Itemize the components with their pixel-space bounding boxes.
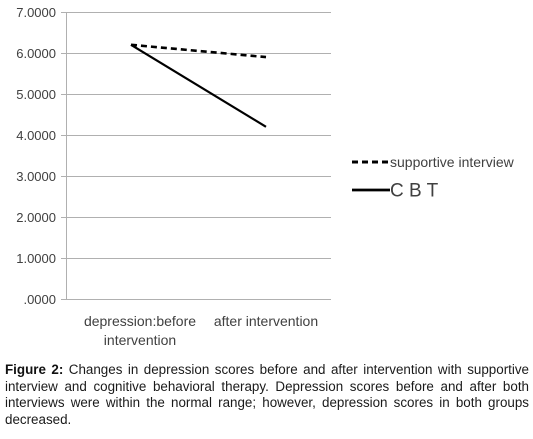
series-line <box>130 43 267 59</box>
series-lines <box>130 43 267 128</box>
y-tick-label: 2.0000 <box>16 210 56 225</box>
y-tick-label: 4.0000 <box>16 128 56 143</box>
y-tick-label: 7.0000 <box>16 5 56 20</box>
legend-label: C B T <box>390 181 439 202</box>
y-tick-label: 1.0000 <box>16 251 56 266</box>
figure-caption: Figure 2: Changes in depression scores b… <box>5 362 529 428</box>
y-tick-label: 3.0000 <box>16 169 56 184</box>
series-line <box>130 43 267 128</box>
legend-label: supportive interview <box>390 154 515 170</box>
x-tick-label: after intervention <box>214 313 318 329</box>
x-axis-tick-labels: depression:before intervention after inter… <box>84 313 318 348</box>
y-tick-label: 5.0000 <box>16 87 56 102</box>
caption-text: Changes in depression scores before and … <box>5 362 529 427</box>
y-axis-tick-labels: .0000 1.0000 2.0000 3.0000 4.0000 5.0000 6.000… <box>16 5 56 307</box>
y-tick-label: 6.0000 <box>16 46 56 61</box>
line-chart: .0000 1.0000 2.0000 3.0000 4.0000 5.0000 6.000… <box>16 5 515 348</box>
caption-label: Figure 2: <box>5 362 64 377</box>
legend: supportive interview C B T <box>352 154 515 202</box>
gridlines <box>61 12 331 300</box>
y-tick-label: .0000 <box>23 292 56 307</box>
x-tick-label: depression:before intervention <box>84 313 196 348</box>
